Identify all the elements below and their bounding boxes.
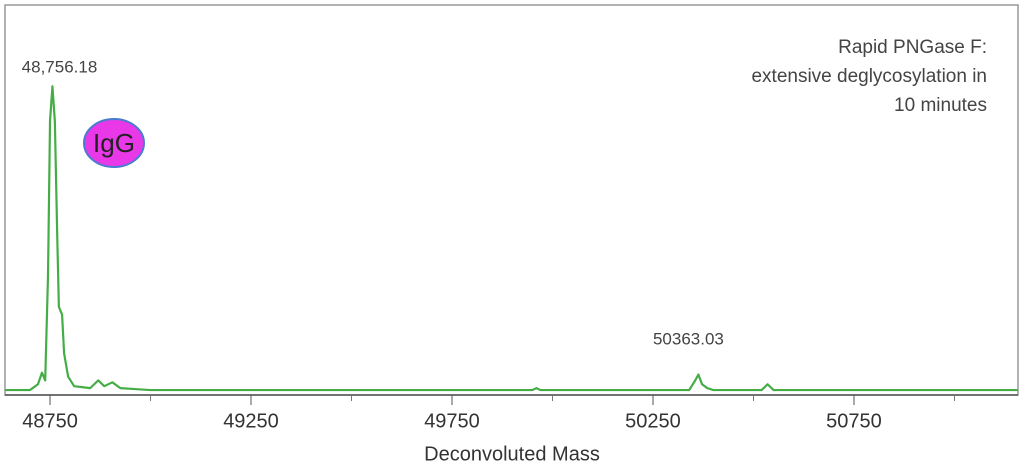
x-tick-label: 49750	[424, 410, 480, 432]
peak-label: 48,756.18	[22, 57, 98, 76]
note-line: 10 minutes	[894, 95, 987, 116]
badge-label: IgG	[93, 128, 135, 158]
spectrum-line	[5, 85, 1018, 392]
plot-frame	[4, 4, 1019, 396]
note-line: Rapid PNGase F:	[838, 37, 987, 58]
badge-shape	[83, 118, 145, 168]
x-axis-label: Deconvoluted Mass	[424, 443, 600, 465]
note-line: extensive deglycosylation in	[751, 66, 987, 87]
x-tick-label: 48750	[22, 410, 78, 432]
peak-label: 50363.03	[653, 329, 724, 348]
x-tick-label: 50750	[826, 410, 882, 432]
x-tick-label: 49250	[223, 410, 279, 432]
x-tick-label: 50250	[625, 410, 681, 432]
